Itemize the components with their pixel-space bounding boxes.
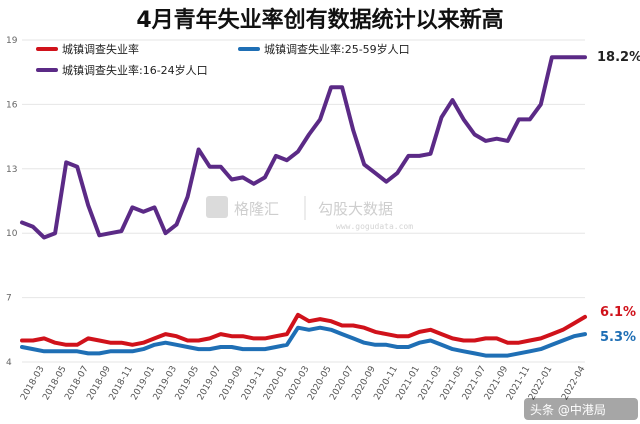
y-axis-ticks: 4 7 10 13 16 19 [6, 36, 18, 368]
watermark-logo-icon [206, 196, 228, 218]
y-tick-label: 16 [6, 100, 18, 110]
series-lines [20, 55, 587, 358]
legend-label-1: 城镇调查失业率:25-59岁人口 [264, 42, 410, 56]
grid-lines [22, 39, 585, 363]
watermark: 格隆汇 勾股大数据 www.gogudata.com [206, 196, 413, 231]
end-label-1: 5.3% [600, 330, 636, 345]
source-badge-bg [524, 398, 638, 420]
end-label-0: 6.1% [600, 305, 636, 320]
chart-title: 4月青年失业率创有数据统计以来新高 [136, 7, 503, 33]
series-line-1 [20, 325, 587, 358]
watermark-partner: 勾股大数据 [318, 200, 393, 218]
series-line-2 [20, 55, 587, 240]
end-label-2: 18.2% [597, 50, 640, 65]
watermark-brand: 格隆汇 [234, 200, 279, 218]
legend-label-0: 城镇调查失业率 [62, 42, 139, 56]
watermark-site: www.gogudata.com [336, 222, 413, 231]
y-tick-label: 19 [6, 36, 18, 46]
legend-label-2: 城镇调查失业率:16-24岁人口 [62, 63, 208, 77]
source-badge: 头条 @中港局 [524, 398, 638, 420]
y-tick-label: 10 [6, 229, 18, 239]
end-labels: 18.2% 6.1% 5.3% [597, 50, 640, 345]
y-tick-label: 7 [6, 294, 12, 304]
source-badge-text: 头条 @中港局 [530, 402, 606, 417]
y-tick-label: 13 [6, 165, 17, 175]
y-tick-label: 4 [6, 358, 12, 368]
x-tick-label: 2022-04 [560, 364, 588, 402]
x-axis-ticks: 2018-032018-052018-072018-092018-112019-… [19, 364, 588, 402]
series-line-0 [20, 312, 587, 347]
